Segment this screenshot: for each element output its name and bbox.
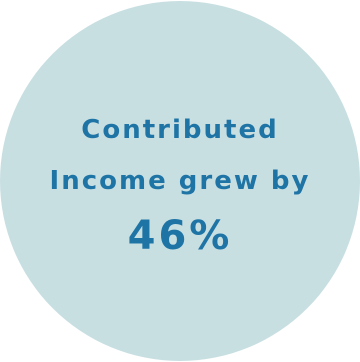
stat-label-line-1: Contributed bbox=[81, 115, 279, 145]
stat-label-line-2: Income grew by bbox=[49, 166, 311, 196]
stat-value: 46% bbox=[127, 213, 233, 259]
